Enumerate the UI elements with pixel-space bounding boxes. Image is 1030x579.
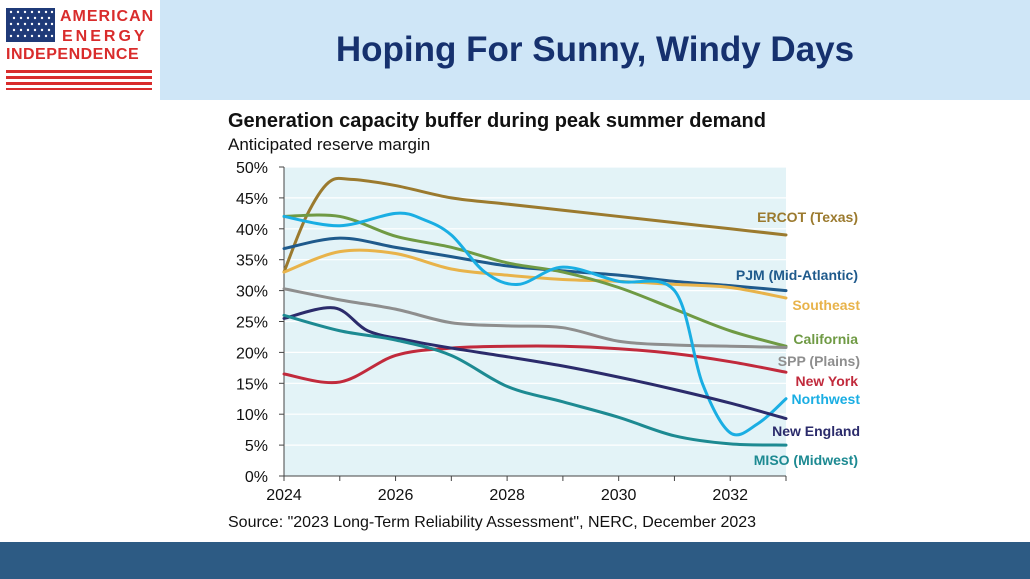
series-label-new-york: New York	[795, 373, 858, 389]
y-tick-label: 25%	[236, 315, 268, 332]
y-tick-label: 20%	[236, 345, 268, 362]
series-lines	[282, 176, 788, 447]
flag-stripes-icon	[6, 70, 152, 90]
y-tick-label: 15%	[236, 376, 268, 393]
x-tick-label: 2030	[601, 487, 637, 504]
logo-line-3: INDEPENDENCE	[6, 46, 140, 63]
chart-source: Source: "2023 Long-Term Reliability Asse…	[228, 514, 757, 531]
y-tick-label: 45%	[236, 191, 268, 208]
series-label-northwest: Northwest	[792, 391, 861, 407]
series-line-new-york	[282, 344, 788, 385]
slide-title: Hoping For Sunny, Windy Days	[335, 30, 855, 69]
logo: AMERICAN ENERGY INDEPENDENCE	[0, 0, 160, 100]
series-labels: ERCOT (Texas) PJM (Mid-Atlantic) Southeast…	[736, 209, 860, 468]
y-axis-ticks: 0% 5% 10% 15% 20% 25% 30% 35% 40% 45% 50%	[236, 160, 786, 486]
series-label-spp-plains: SPP (Plains)	[778, 353, 860, 369]
y-tick-label: 5%	[245, 438, 268, 455]
series-label-pjm-mid-atlantic: PJM (Mid-Atlantic)	[736, 267, 858, 283]
y-tick-label: 10%	[236, 407, 268, 424]
x-tick-label: 2024	[266, 487, 302, 504]
x-tick-label: 2026	[378, 487, 414, 504]
series-line-miso-midwest	[282, 313, 788, 447]
header-band	[0, 0, 1030, 100]
series-line-spp-plains	[282, 287, 788, 349]
series-label-miso-midwest: MISO (Midwest)	[754, 452, 858, 468]
y-tick-label: 50%	[236, 160, 268, 177]
chart-subtitle: Anticipated reserve margin	[228, 135, 431, 154]
series-label-california: California	[793, 331, 858, 347]
y-tick-label: 0%	[245, 469, 268, 486]
x-axis-ticks: 2024 2026 2028 2030 2032	[266, 476, 787, 504]
x-tick-label: 2032	[712, 487, 748, 504]
y-tick-label: 35%	[236, 253, 268, 270]
series-label-southeast: Southeast	[792, 297, 860, 313]
us-flag-icon	[6, 8, 55, 42]
series-label-new-england: New England	[772, 423, 860, 439]
series-line-new-england	[282, 306, 788, 421]
series-line-northwest	[282, 211, 788, 437]
series-line-ercot-texas	[282, 176, 788, 274]
y-tick-label: 30%	[236, 284, 268, 301]
logo-line-2: ENERGY	[62, 28, 148, 45]
footer-band	[0, 542, 1030, 579]
y-tick-label: 40%	[236, 222, 268, 239]
series-label-ercot-texas: ERCOT (Texas)	[757, 209, 858, 225]
logo-line-1: AMERICAN	[60, 8, 155, 25]
chart-title: Generation capacity buffer during peak s…	[228, 110, 766, 132]
series-line-california	[282, 213, 788, 348]
x-tick-label: 2028	[489, 487, 525, 504]
gridlines	[284, 166, 786, 446]
